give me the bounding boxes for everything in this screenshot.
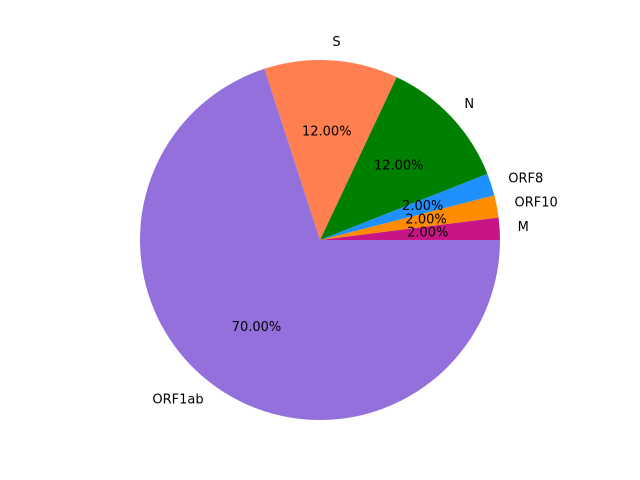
percent-label-orf8: 2.00% — [402, 199, 443, 214]
pie-slice-s — [264, 60, 397, 240]
pie-slice-n — [320, 77, 488, 240]
percent-label-n: 12.00% — [374, 159, 424, 174]
percent-label-orf10: 2.00% — [405, 212, 446, 227]
pie-slice-orf1ab — [140, 68, 501, 421]
category-label-orf10: ORF10 — [514, 195, 557, 210]
pie-labels: M 2.00% ORF10 2.00% ORF8 2.00% N 12.00% S 12.00% O… — [152, 35, 557, 408]
pie-slice-orf8 — [320, 173, 495, 240]
pie-slice-m — [320, 217, 500, 240]
category-label-n: N — [464, 97, 474, 112]
percent-label-orf1ab: 70.00% — [232, 320, 282, 335]
category-label-orf1ab: ORF1ab — [152, 393, 203, 408]
pie-slice-orf10 — [320, 195, 499, 240]
category-label-orf8: ORF8 — [508, 171, 543, 186]
category-label-m: M — [518, 220, 529, 235]
percent-label-s: 12.00% — [302, 125, 352, 140]
percent-label-m: 2.00% — [407, 226, 448, 241]
pie-slices — [140, 60, 501, 421]
category-label-s: S — [332, 35, 340, 50]
